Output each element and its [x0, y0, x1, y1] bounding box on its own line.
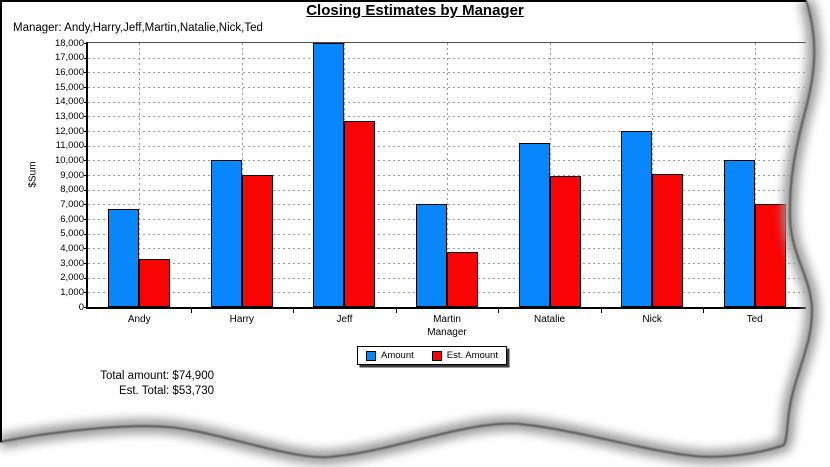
- y-tick-label-15000: 15,000: [54, 81, 84, 93]
- legend-label-est-amount: Est. Amount: [446, 350, 498, 361]
- x-label-nick: Nick: [642, 314, 662, 325]
- chart-title: Closing Estimates by Manager: [306, 2, 524, 19]
- x-tick-2: [293, 309, 295, 313]
- legend-swatch-est-amount: [431, 350, 442, 361]
- y-tick-label-18000: 18,000: [54, 37, 84, 49]
- bar-est-amount-ted: [754, 204, 786, 307]
- y-tick-label-14000: 14,000: [54, 96, 84, 108]
- x-label-harry: Harry: [229, 314, 255, 325]
- bar-amount-nick: [621, 131, 653, 307]
- bar-est-amount-natalie: [549, 176, 581, 307]
- bar-est-amount-andy: [139, 258, 171, 307]
- legend-label-amount: Amount: [381, 350, 414, 361]
- x-tick-5: [600, 309, 602, 313]
- y-tick-label-2000: 2,000: [60, 272, 84, 284]
- y-tick-label-4000: 4,000: [60, 242, 84, 254]
- y-tick-label-8000: 8,000: [60, 184, 84, 196]
- y-tick-label-16000: 16,000: [54, 66, 84, 78]
- y-tick-label-17000: 17,000: [54, 52, 84, 64]
- y-tick-label-12000: 12,000: [54, 125, 84, 137]
- bar-est-amount-martin: [447, 252, 478, 307]
- bar-est-amount-jeff: [344, 120, 376, 307]
- bar-amount-andy: [108, 208, 140, 307]
- x-tick-1: [190, 309, 192, 313]
- x-axis-line: [86, 307, 806, 309]
- legend-swatch-amount: [366, 350, 376, 361]
- bar-amount-jeff: [313, 43, 345, 307]
- total-amount-text: Total amount: $74,900: [100, 370, 214, 382]
- y-tick-label-0: 0: [78, 301, 84, 313]
- x-tick-4: [498, 309, 500, 313]
- x-label-andy: Andy: [127, 314, 151, 325]
- plot-frame-top: [88, 42, 806, 43]
- chart-subtitle: Manager: Andy,Harry,Jeff,Martin,Natalie,…: [13, 22, 263, 34]
- y-tick-label-1000: 1,000: [60, 286, 84, 298]
- bar-est-amount-nick: [652, 173, 684, 307]
- x-label-ted: Ted: [746, 314, 763, 325]
- y-axis-line: [86, 42, 88, 309]
- bar-amount-martin: [416, 204, 447, 307]
- y-tick-label-3000: 3,000: [60, 257, 84, 269]
- x-tick-3: [395, 309, 397, 313]
- y-tick-label-11000: 11,000: [55, 140, 84, 152]
- bar-amount-ted: [723, 160, 755, 307]
- est-total-text: Est. Total: $53,730: [118, 385, 214, 397]
- x-tick-6: [703, 309, 705, 313]
- x-label-jeff: Jeff: [336, 314, 353, 325]
- y-tick-label-13000: 13,000: [54, 110, 84, 122]
- y-tick-label-5000: 5,000: [60, 228, 84, 240]
- bar-amount-natalie: [518, 142, 550, 307]
- totals-block: Total amount: $74,900 Est. Total: $53,73…: [0, 369, 214, 399]
- y-tick-label-6000: 6,000: [60, 213, 84, 225]
- x-axis-title: Manager: [427, 327, 467, 338]
- bar-amount-harry: [210, 160, 242, 307]
- y-tick-label-7000: 7,000: [60, 198, 84, 210]
- bar-est-amount-harry: [241, 175, 273, 307]
- x-label-martin: Martin: [433, 314, 461, 325]
- y-tick-label-9000: 9,000: [60, 169, 84, 181]
- x-label-natalie: Natalie: [533, 314, 566, 325]
- y-tick-label-10000: 10,000: [54, 154, 84, 166]
- legend: Amount Est. Amount: [357, 346, 507, 365]
